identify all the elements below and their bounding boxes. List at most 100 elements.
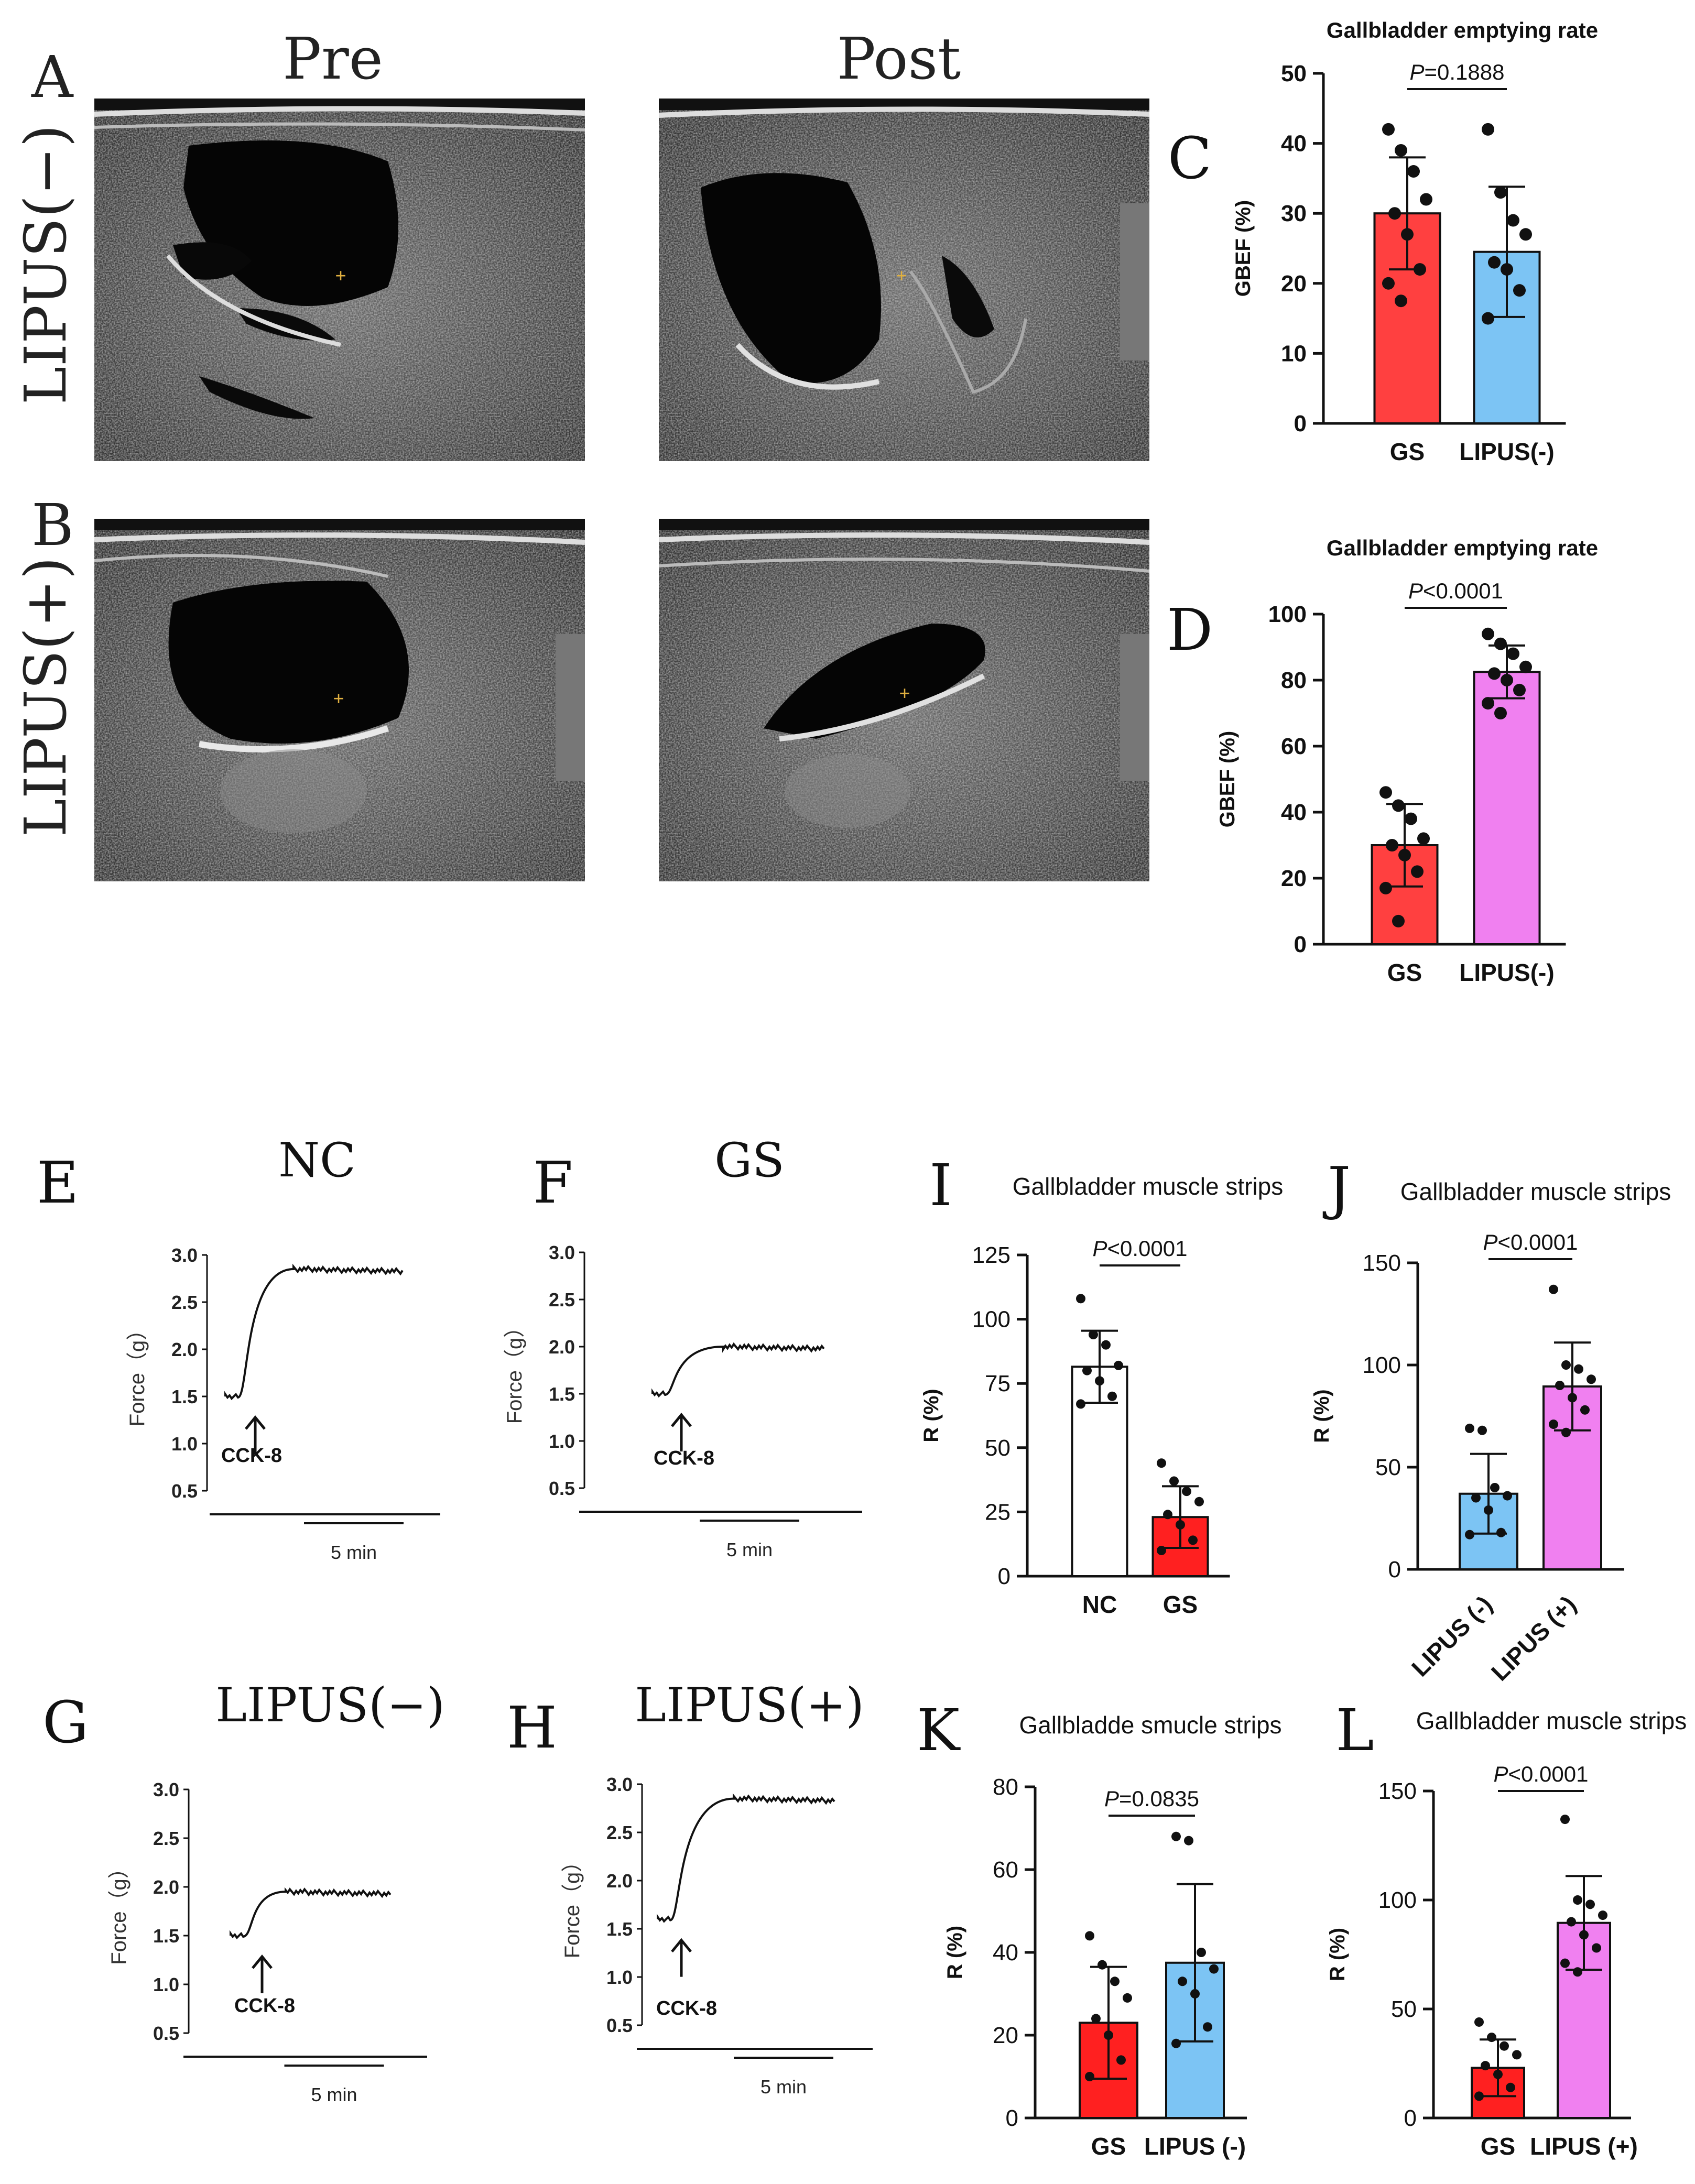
y-tick-label: 0 (998, 1564, 1011, 1589)
y-tick-label: 30 (1281, 201, 1307, 226)
data-point (1465, 1423, 1474, 1433)
x-tick-label: GS (1390, 438, 1425, 465)
chart-title: Gallbladder emptying rate (1327, 536, 1598, 560)
trace-y-tick-label: 1.0 (549, 1430, 575, 1452)
data-point (1157, 1545, 1166, 1555)
trace-y-tick-label: 2.5 (549, 1289, 575, 1311)
p-value: <0.0001 (1423, 578, 1503, 603)
chart-title: Gallbladder muscle strips (1400, 1178, 1671, 1205)
data-point (1398, 848, 1411, 861)
trace-y-tick-label: 2.0 (549, 1336, 575, 1358)
chart-panel-k: K Gallbladde smucle strips 0 20 40 60 80 R (%) G… (917, 1697, 1282, 2160)
y-tick-label: 0 (1294, 932, 1307, 957)
data-point (1512, 2050, 1522, 2060)
p-label: P (1092, 1236, 1107, 1261)
data-point (1482, 312, 1494, 325)
stimulus-label: CCK-8 (654, 1447, 714, 1469)
data-point (1519, 660, 1532, 673)
data-point (1076, 1399, 1085, 1409)
trace-y-tick-label: 2.5 (171, 1292, 198, 1313)
data-point (1519, 228, 1532, 241)
y-tick-label: 150 (1363, 1250, 1401, 1276)
data-point (1494, 186, 1507, 199)
data-point (1561, 1427, 1571, 1437)
x-tick-label: LIPUS (-) (1406, 1590, 1497, 1681)
panel-label-k: K (917, 1697, 961, 1764)
stimulus-label: CCK-8 (221, 1445, 282, 1467)
scale-bar-label: 5 min (311, 2084, 357, 2105)
x-tick-label: LIPUS (+) (1486, 1590, 1581, 1686)
data-point (1465, 1530, 1474, 1539)
trace-y-axis-label: Force（g） (503, 1317, 526, 1424)
trace-y-tick-label: 0.5 (606, 2015, 633, 2036)
y-tick-label: 20 (1281, 866, 1307, 891)
data-point (1171, 2038, 1181, 2048)
trace-y-tick-label: 1.0 (153, 1974, 179, 1995)
y-tick-label: 10 (1281, 341, 1307, 366)
data-point (1482, 627, 1494, 640)
p-value: <0.0001 (1498, 1230, 1578, 1254)
data-point (1481, 2061, 1490, 2071)
y-tick-label: 0 (1404, 2105, 1417, 2131)
data-point (1568, 1393, 1577, 1403)
stimulus-arrowhead-icon (245, 1415, 266, 1430)
x-tick-label: NC (1082, 1591, 1117, 1618)
row-label-lipus-pos: LIPUS(+) (12, 557, 79, 837)
data-point (1209, 1964, 1219, 1974)
x-tick-label: LIPUS(-) (1459, 438, 1554, 465)
data-point (1110, 1976, 1120, 1986)
us-marker: + (899, 682, 910, 704)
data-point (1555, 1381, 1564, 1390)
data-point (1157, 1458, 1166, 1468)
data-point (1182, 1487, 1191, 1497)
trace-panel-h: H LIPUS(+) 3.0 2.5 2.0 1.5 1.0 0.5 Force（g） CCK-8… (507, 1678, 873, 2098)
data-point (1411, 865, 1424, 878)
trace-y-tick-label: 2.5 (153, 1828, 179, 1849)
data-point (1386, 839, 1398, 851)
x-tick-label: LIPUS(-) (1459, 959, 1554, 986)
data-point (1098, 1960, 1107, 1970)
data-point (1477, 1425, 1487, 1435)
ultrasound-image-b-post: + (659, 519, 1149, 881)
panel-label-a: A (31, 43, 74, 111)
data-point (1116, 2055, 1126, 2065)
data-point (1471, 1493, 1481, 1503)
trace-y-tick-label: 2.0 (606, 1870, 633, 1892)
chart-panel-d: D Gallbladder emptying rate 0 20 40 60 80 100 GB… (1167, 536, 1598, 986)
data-point (1382, 277, 1395, 290)
y-tick-label: 100 (1268, 602, 1307, 627)
data-point (1171, 1831, 1181, 1841)
p-label: P (1493, 1762, 1508, 1786)
panel-label-f: F (533, 1149, 573, 1216)
data-point (1178, 1976, 1187, 1986)
col-title-post: Post (837, 25, 961, 92)
p-value: =0.0835 (1119, 1786, 1199, 1811)
panel-label-e: E (37, 1149, 79, 1216)
trace-y-axis-label: Force（g） (561, 1851, 584, 1959)
y-tick-label: 50 (1391, 1996, 1417, 2022)
y-tick-label: 20 (1281, 271, 1307, 297)
data-point (1506, 2082, 1515, 2092)
p-label: P (1104, 1786, 1119, 1811)
y-axis-label: R (%) (920, 1389, 943, 1442)
stimulus-arrowhead-icon (671, 1938, 692, 1953)
trace-y-tick-label: 1.5 (606, 1918, 633, 1940)
force-trace-line (230, 1887, 392, 1940)
trace-panel-f: F GS 3.0 2.5 2.0 1.5 1.0 0.5 Force（g） CCK-8 5 min (503, 1133, 862, 1560)
y-axis-label: R (%) (1310, 1389, 1333, 1443)
data-point (1091, 2014, 1101, 2024)
y-tick-label: 80 (993, 1774, 1018, 1800)
data-point (1549, 1419, 1558, 1429)
p-value: <0.0001 (1508, 1762, 1589, 1786)
data-point (1176, 1520, 1185, 1530)
data-point (1123, 1993, 1132, 2003)
p-value: =0.1888 (1425, 60, 1505, 84)
data-point (1579, 1930, 1589, 1940)
data-point (1089, 1330, 1098, 1340)
us-marker: + (896, 265, 907, 286)
data-point (1573, 1895, 1582, 1905)
panel-label-g: G (42, 1689, 89, 1756)
y-axis-label: GBEF (%) (1232, 200, 1255, 297)
data-point (1598, 1910, 1607, 1920)
